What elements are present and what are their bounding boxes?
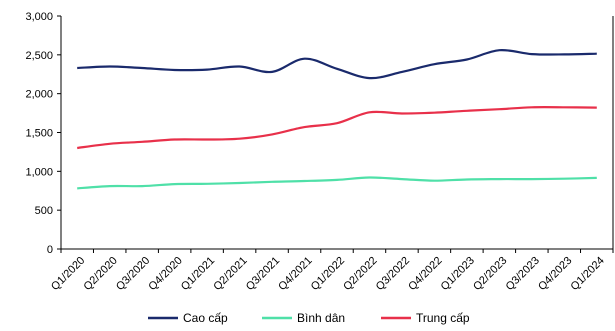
- series-line-2: [77, 105, 597, 150]
- legend-label-2: Trung cấp: [416, 311, 470, 325]
- legend-label-1: Bình dân: [297, 311, 345, 325]
- x-tick-label: Q2/2020: [81, 255, 119, 293]
- x-axis: Q1/2020Q2/2020Q3/2020Q4/2020Q1/2021Q2/20…: [49, 248, 614, 293]
- x-tick-label: Q3/2023: [504, 255, 542, 293]
- series-line-1: [77, 176, 597, 190]
- x-tick-label: Q1/2020: [49, 255, 87, 293]
- legend-label-0: Cao cấp: [183, 311, 228, 325]
- series-lines: [77, 48, 597, 190]
- y-tick-label: 1,000: [25, 166, 53, 178]
- x-tick-label: Q4/2022: [406, 255, 444, 293]
- x-tick-label: Q3/2022: [374, 255, 412, 293]
- y-tick-label: 2,500: [25, 50, 53, 62]
- legend: Cao cấp Bình dân Trung cấp: [148, 311, 470, 325]
- y-tick-label: 2,000: [25, 89, 53, 101]
- x-tick-label: Q1/2021: [179, 255, 217, 293]
- x-tick-label: Q3/2021: [244, 255, 282, 293]
- series-line-0: [77, 48, 597, 80]
- x-tick-label: Q3/2020: [114, 255, 152, 293]
- x-tick-label: Q1/2024: [569, 255, 607, 293]
- x-tick-label: Q2/2023: [471, 255, 509, 293]
- x-tick-label: Q4/2020: [146, 255, 184, 293]
- x-tick-label: Q4/2023: [536, 255, 574, 293]
- y-tick-label: 500: [35, 205, 53, 217]
- y-tick-label: 1,500: [25, 128, 53, 140]
- x-tick-label: Q2/2021: [211, 255, 249, 293]
- y-tick-label: 0: [47, 244, 53, 256]
- x-tick-label: Q1/2023: [439, 255, 477, 293]
- x-tick-label: Q4/2021: [276, 255, 314, 293]
- x-tick-label: Q1/2022: [309, 255, 347, 293]
- y-axis: 0 500 1,000 1,500 2,000 2,500 3,000: [25, 11, 614, 256]
- y-tick-label: 3,000: [25, 11, 53, 23]
- x-tick-label: Q2/2022: [341, 255, 379, 293]
